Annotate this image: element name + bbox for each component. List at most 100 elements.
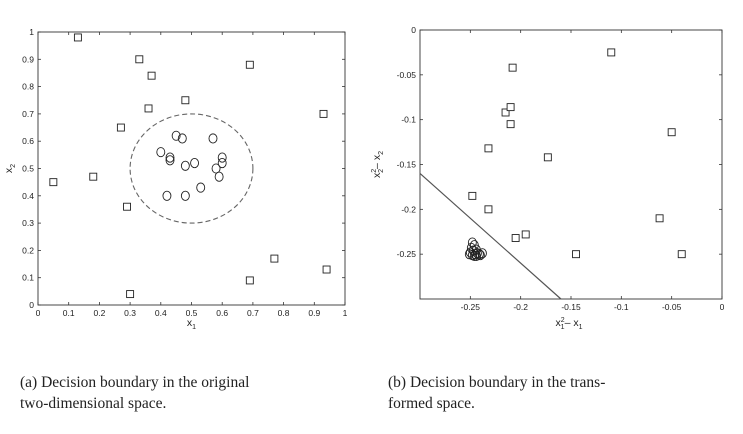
circle-point — [177, 133, 187, 144]
square-point — [270, 254, 279, 263]
axis-label-sub: 1 — [192, 324, 196, 331]
x-tick-label: 0.6 — [216, 308, 228, 318]
plot-area — [419, 29, 723, 300]
axis-label-sub: 2 — [378, 151, 385, 155]
y-tick-label: 0.2 — [22, 245, 34, 255]
x-tick-label: -0.1 — [614, 302, 629, 312]
circle-point — [467, 237, 477, 248]
caption-b: (b) Decision boundary in the trans- form… — [388, 372, 710, 414]
x-tick-label: -0.2 — [513, 302, 528, 312]
axis-label-part: x — [371, 172, 383, 178]
y-tick-label: 0.7 — [22, 109, 34, 119]
x-tick-label: -0.25 — [461, 302, 481, 312]
axis-label-part: x — [3, 167, 15, 173]
y-tick-label: 1 — [29, 27, 34, 37]
square-point — [181, 96, 190, 105]
circle-point — [190, 157, 200, 169]
square-point — [89, 172, 98, 181]
circle-point — [165, 152, 175, 163]
x-tick-label: 0.5 — [186, 308, 198, 318]
circle-point — [196, 182, 206, 193]
decision-boundary — [419, 173, 562, 300]
circle-point — [469, 250, 479, 262]
y-tick-label: 0.1 — [22, 273, 34, 283]
y-tick-label: -0.05 — [397, 70, 417, 80]
chart-a: 0 0.1 0.2 0.3 0.4 0.5 0.6 0.7 0.8 0.9 1 0 0.1 0.2 0.3 0… — [3, 27, 348, 331]
x-tick-label: 0.9 — [308, 308, 320, 318]
square-point — [521, 230, 530, 239]
square-point — [607, 48, 616, 57]
square-point — [123, 202, 131, 211]
circle-point — [464, 249, 474, 260]
axis-label-sub: 1 — [561, 324, 565, 331]
axis-label-sup: 2 — [371, 169, 378, 173]
y-tick-label: 0.5 — [22, 164, 34, 174]
circle-point — [471, 250, 481, 262]
decision-boundary — [129, 113, 254, 224]
square-point — [501, 108, 510, 117]
x-tick-label: 0.3 — [124, 308, 136, 318]
axis-label-part: – x — [565, 317, 580, 329]
x-tick-label: 0.8 — [278, 308, 290, 318]
circle-point — [156, 147, 166, 158]
square-point — [126, 290, 135, 299]
caption-b-line-1: (b) Decision boundary in the trans- — [388, 374, 606, 391]
square-point — [319, 109, 328, 118]
square-point — [135, 55, 144, 64]
square-point — [506, 120, 515, 129]
circle-point — [165, 155, 175, 166]
y-tick-label: 0 — [29, 300, 34, 310]
caption-b-line-2: formed space. — [388, 395, 475, 412]
square-point — [245, 60, 254, 69]
x-tick-label: 0 — [36, 308, 41, 318]
square-point — [245, 276, 254, 285]
y-tick-label: 0.4 — [22, 191, 34, 201]
square-point — [572, 250, 580, 259]
circle-point — [477, 248, 487, 259]
axis-label-sub: 2 — [10, 164, 17, 168]
square-point — [147, 71, 156, 80]
circle-point — [217, 157, 227, 169]
square-point — [73, 33, 82, 42]
axis-label-part: x — [556, 317, 562, 329]
x-tick-label: 0.7 — [247, 308, 259, 318]
square-point — [511, 234, 520, 242]
y-tick-label: 0.6 — [22, 136, 34, 146]
y-tick-label: 0 — [411, 25, 416, 35]
square-point — [508, 63, 517, 72]
axis-label-part: – x — [371, 154, 383, 169]
y-tick-label: 0.3 — [22, 218, 34, 228]
axis-label-part: x — [187, 317, 193, 329]
square-point — [484, 144, 493, 153]
chart-b: -0.25 -0.2 -0.15 -0.1 -0.05 0 -0.25 -0.2 -0.15 -0… — [371, 25, 725, 331]
axis-label-sub: 1 — [579, 324, 583, 331]
square-point — [667, 128, 676, 137]
caption-a-line-2: two-dimensional space. — [20, 395, 167, 412]
x-tick-label: 0.2 — [93, 308, 105, 318]
circle-point — [171, 130, 181, 141]
square-point — [116, 123, 125, 132]
square-point — [506, 103, 515, 112]
square-point — [543, 153, 552, 162]
circle-point — [180, 190, 190, 201]
x-axis-label: x2 1– x1 — [556, 317, 583, 331]
circle-point — [214, 171, 224, 182]
x-tick-label: 0 — [720, 302, 725, 312]
square-point — [468, 191, 477, 200]
square-point — [655, 214, 664, 223]
plot-area — [37, 31, 346, 306]
y-tick-label: 0.9 — [22, 54, 34, 64]
x-tick-label: -0.15 — [561, 302, 581, 312]
circle-point — [180, 160, 190, 171]
square-point — [144, 104, 153, 113]
y-tick-label: -0.1 — [401, 115, 416, 125]
y-axis-label: x2 — [3, 164, 17, 173]
circle-point — [208, 133, 218, 144]
y-tick-label: -0.2 — [401, 204, 416, 214]
x-axis-label: x1 — [187, 317, 196, 331]
axis-label-sup: 2 — [561, 317, 565, 324]
y-axis-label: x22– x2 — [371, 151, 385, 178]
axis-label-sub: 2 — [378, 169, 385, 173]
circle-point — [217, 152, 227, 163]
